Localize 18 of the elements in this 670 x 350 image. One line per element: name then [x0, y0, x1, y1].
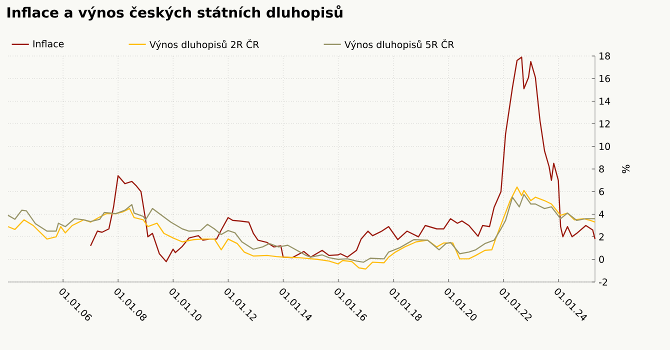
- y-tick-label: 16: [600, 74, 610, 82]
- y-tick-label: 2: [599, 233, 604, 240]
- y-axis-title: %: [622, 164, 630, 174]
- chart-title: Inflace a výnos českých státních dluhopisů: [7, 5, 342, 21]
- y-tick-label: -2: [599, 278, 608, 286]
- y-tick-label: 12: [600, 120, 610, 128]
- y-tick-label: 14: [600, 98, 610, 105]
- legend-label: Inflace: [33, 40, 64, 48]
- y-tick-label: 4: [599, 210, 604, 218]
- y-tick-label: 18: [600, 52, 610, 60]
- line-series: [90, 56, 596, 262]
- y-tick-label: 8: [599, 165, 604, 173]
- legend-label: Výnos dluhopisů 5R ČR: [344, 39, 454, 50]
- y-tick-label: 0: [599, 256, 604, 263]
- legend-label: Výnos dluhopisů 2R ČR: [150, 39, 259, 50]
- y-tick-label: 6: [599, 188, 604, 196]
- line-series: [7, 186, 596, 270]
- y-tick-label: 10: [600, 142, 610, 150]
